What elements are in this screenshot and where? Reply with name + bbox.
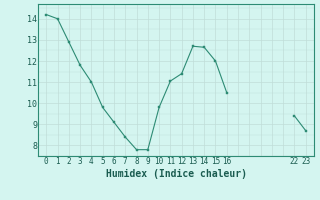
X-axis label: Humidex (Indice chaleur): Humidex (Indice chaleur) bbox=[106, 169, 246, 179]
